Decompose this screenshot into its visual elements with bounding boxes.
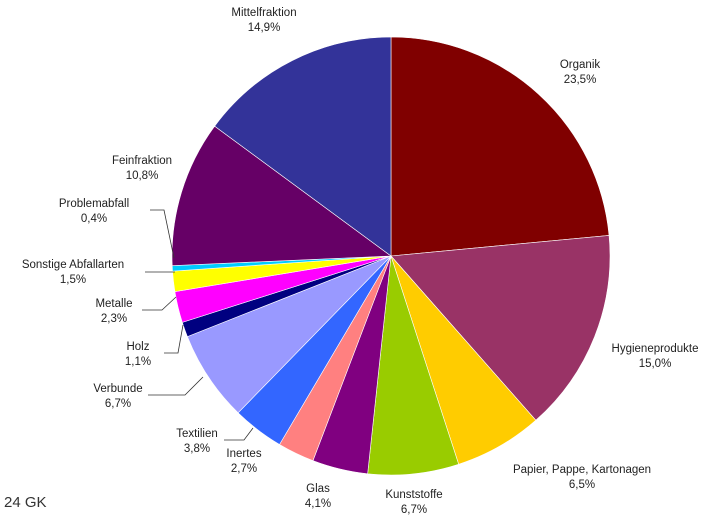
- leader-line-metalle: [142, 296, 177, 311]
- slice-label-name: Inertes: [226, 448, 261, 460]
- slice-label-sonstige-abfallarten: Sonstige Abfallarten 1,5%: [22, 259, 124, 286]
- leader-line-problemabfall: [150, 209, 175, 259]
- pie-slice-hygieneprodukte: [390, 235, 611, 421]
- slice-label-mittelfraktion: Mittelfraktion 14,9%: [231, 7, 296, 34]
- slice-label-verbunde: Verbunde 6,7%: [93, 383, 142, 410]
- slice-label-value: 2,7%: [231, 463, 257, 475]
- slice-label-name: Mittelfraktion: [231, 7, 296, 19]
- slice-label-value: 14,9%: [248, 22, 281, 34]
- slice-label-problemabfall: Problemabfall 0,4%: [59, 198, 129, 225]
- slice-label-feinfraktion: Feinfraktion 10,8%: [112, 155, 172, 182]
- slice-label-value: 1,1%: [125, 356, 151, 368]
- slice-label-name: Papier, Pappe, Kartonagen: [513, 464, 651, 476]
- slice-label-value: 0,4%: [81, 213, 107, 225]
- slice-label-value: 3,8%: [184, 443, 210, 455]
- slice-label-textilien: Textilien 3,8%: [176, 428, 218, 455]
- pie-slice-mittelfraktion: [214, 36, 392, 257]
- slice-label-name: Textilien: [176, 428, 218, 440]
- slice-label-value: 6,7%: [401, 504, 427, 516]
- leader-line-textilien: [224, 427, 254, 441]
- slice-label-value: 15,0%: [639, 358, 672, 370]
- slice-label-name: Holz: [126, 341, 149, 353]
- slice-label-name: Hygieneprodukte: [612, 343, 699, 355]
- leader-line-verbunde: [148, 376, 204, 396]
- slice-label-name: Problemabfall: [59, 198, 129, 210]
- slice-label-glas: Glas 4,1%: [305, 483, 331, 510]
- slice-label-value: 6,7%: [105, 398, 131, 410]
- leader-line-holz: [164, 324, 184, 354]
- slice-label-papier-pappe-kartonagen: Papier, Pappe, Kartonagen 6,5%: [513, 464, 651, 491]
- slice-label-organik: Organik 23,5%: [560, 59, 601, 86]
- slice-label-metalle: Metalle 2,3%: [95, 298, 132, 325]
- corner-label: 24 GK: [4, 494, 47, 511]
- slice-label-value: 10,8%: [126, 170, 159, 182]
- slice-label-holz: Holz 1,1%: [125, 341, 151, 368]
- slice-label-name: Sonstige Abfallarten: [22, 259, 124, 271]
- slice-label-inertes: Inertes 2,7%: [226, 448, 261, 475]
- slice-label-kunststoffe: Kunststoffe 6,7%: [385, 489, 442, 516]
- slice-label-value: 23,5%: [564, 74, 597, 86]
- slice-label-name: Metalle: [95, 298, 132, 310]
- slice-label-name: Glas: [306, 483, 330, 495]
- slice-label-value: 2,3%: [101, 313, 127, 325]
- pie-slice-feinfraktion: [171, 125, 392, 266]
- slice-label-name: Organik: [560, 59, 601, 71]
- slice-label-hygieneprodukte: Hygieneprodukte 15,0%: [612, 343, 699, 370]
- slice-label-name: Kunststoffe: [385, 489, 442, 501]
- slice-label-value: 1,5%: [60, 274, 86, 286]
- slice-label-name: Feinfraktion: [112, 155, 172, 167]
- slice-label-value: 4,1%: [305, 498, 331, 510]
- slice-label-name: Verbunde: [93, 383, 142, 395]
- slice-label-value: 6,5%: [569, 479, 595, 491]
- pie-slice-organik: [390, 36, 610, 257]
